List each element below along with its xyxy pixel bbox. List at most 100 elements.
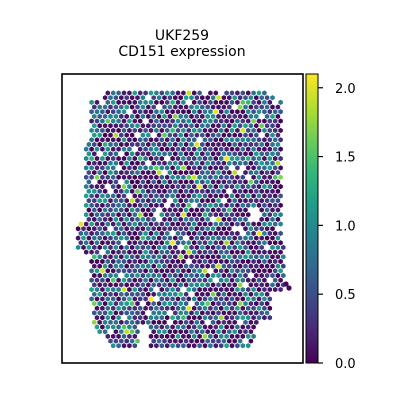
spot-point: [202, 165, 208, 171]
spot-point: [102, 132, 108, 138]
spot-point: [105, 165, 111, 171]
spot-point: [113, 141, 119, 148]
spot-point: [94, 258, 100, 265]
spot-point: [86, 235, 92, 241]
spot-point: [154, 146, 159, 152]
spot-point: [237, 301, 243, 307]
spot-point: [140, 319, 146, 325]
spot-point: [94, 118, 100, 124]
spot-point: [216, 113, 221, 119]
spot-point: [251, 296, 256, 302]
spot-point: [202, 99, 208, 105]
spot-point: [256, 305, 262, 311]
spot-point: [108, 291, 113, 297]
spot-point: [202, 296, 208, 302]
spot-point: [159, 315, 165, 321]
spot-point: [235, 127, 240, 134]
spot-point: [156, 123, 162, 129]
spot-point: [272, 212, 278, 218]
spot-point: [132, 137, 138, 143]
spot-point: [213, 109, 219, 115]
spot-point: [264, 301, 270, 307]
spot-point: [105, 99, 111, 105]
spot-point: [272, 249, 278, 255]
spot-point: [113, 291, 119, 297]
spot-point: [116, 268, 121, 274]
spot-point: [191, 118, 197, 124]
spot-point: [146, 263, 151, 269]
spot-point: [159, 146, 165, 152]
spot-point: [105, 137, 111, 143]
spot-point: [159, 212, 165, 218]
spot-point: [200, 329, 205, 335]
spot-point: [194, 319, 200, 325]
spot-point: [94, 240, 100, 246]
spot-point: [240, 333, 246, 339]
spot-point: [251, 127, 256, 134]
spot-point: [92, 113, 97, 119]
spot-point: [162, 216, 167, 222]
spot-point: [119, 113, 124, 119]
spot-point: [267, 286, 273, 293]
spot-point: [281, 244, 286, 251]
spot-point: [124, 254, 129, 260]
spot-point: [224, 155, 229, 162]
spot-point: [262, 221, 267, 227]
spot-point: [164, 343, 170, 349]
spot-point: [102, 263, 108, 269]
spot-point: [229, 268, 235, 274]
spot-point: [210, 301, 216, 307]
spot-point: [105, 315, 111, 321]
spot-point: [97, 188, 102, 194]
spot-point: [254, 169, 259, 176]
spot-point: [275, 151, 281, 157]
spot-point: [235, 333, 240, 339]
spot-point: [121, 286, 127, 293]
spot-point: [181, 127, 186, 134]
spot-point: [189, 254, 194, 260]
spot-point: [216, 132, 221, 138]
spot-point: [178, 272, 183, 279]
spot-point: [162, 151, 167, 157]
spot-point: [132, 155, 138, 162]
spot-point: [94, 305, 100, 311]
spot-point: [186, 315, 192, 321]
spot-point: [248, 226, 254, 232]
spot-point: [148, 109, 154, 115]
spot-point: [154, 343, 159, 349]
spot-point: [143, 286, 148, 293]
spot-point: [137, 286, 143, 293]
spot-point: [97, 310, 102, 316]
spot-point: [170, 277, 175, 283]
spot-point: [97, 160, 102, 166]
spot-point: [94, 324, 100, 330]
spot-point: [208, 277, 213, 283]
spot-point: [189, 310, 194, 316]
spot-point: [216, 338, 221, 344]
spot-point: [113, 95, 119, 101]
spot-point: [113, 319, 119, 325]
spot-point: [164, 324, 170, 330]
spot-point: [121, 184, 127, 190]
spot-point: [159, 109, 165, 115]
spot-point: [97, 282, 102, 288]
spot-point: [173, 123, 178, 129]
spot-point: [94, 230, 100, 236]
spot-point: [275, 188, 281, 194]
spot-point: [267, 221, 273, 227]
spot-point: [108, 132, 113, 138]
spot-point: [83, 146, 89, 152]
spot-point: [270, 123, 275, 129]
spot-point: [218, 99, 224, 105]
spot-point: [162, 319, 167, 325]
spot-point: [173, 263, 178, 269]
spot-point: [186, 343, 192, 349]
spot-point: [194, 188, 200, 194]
spot-point: [227, 329, 232, 335]
spot-point: [216, 272, 221, 279]
spot-point: [245, 99, 251, 105]
spot-point: [200, 198, 205, 204]
spot-point: [151, 291, 156, 297]
spot-point: [140, 141, 146, 148]
spot-point: [251, 184, 256, 190]
